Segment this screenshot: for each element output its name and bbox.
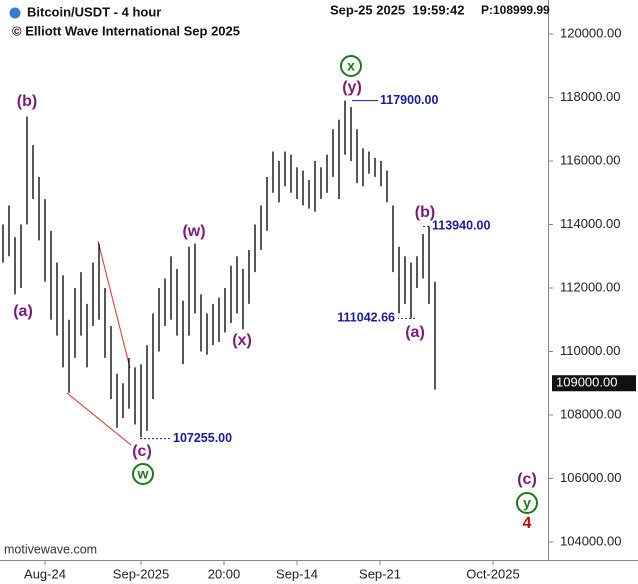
wave-circle [516, 492, 538, 514]
wave-label: (c) [517, 471, 537, 488]
x-tick-label: 20:00 [208, 566, 241, 581]
y-tick-label: 112000.00 [560, 279, 621, 294]
level-label: 111042.66 [337, 311, 395, 325]
wave-label: (w) [182, 223, 205, 240]
trend-line [97, 240, 131, 369]
wave-label: (y) [342, 79, 362, 96]
wave-label: y [523, 495, 531, 511]
y-tick-label: 104000.00 [560, 533, 621, 548]
timestamp: Sep-25 2025 19:59:42 [330, 2, 464, 17]
y-tick-label: 118000.00 [560, 89, 621, 104]
wave-label: (x) [232, 332, 252, 349]
y-tick-label: 116000.00 [560, 152, 621, 167]
trend-line [66, 392, 132, 446]
chart-title: Bitcoin/USDT - 4 hour [27, 4, 161, 19]
last-price-label: 109000.00 [556, 375, 617, 390]
level-label: 107255.00 [173, 431, 232, 445]
level-label: 117900.00 [380, 93, 438, 107]
x-tick-label: Sep-2025 [113, 566, 169, 581]
wave-label: x [347, 58, 355, 74]
wave-label: w [137, 466, 149, 482]
wave-circle [340, 55, 362, 77]
wave-label: (a) [405, 324, 425, 341]
y-tick-label: 106000.00 [560, 470, 621, 485]
y-tick-label: 120000.00 [560, 25, 621, 40]
y-tick-label: 114000.00 [560, 216, 621, 231]
x-tick-label: Sep-14 [276, 566, 318, 581]
y-tick-label: 110000.00 [560, 343, 621, 358]
wave-circle [132, 463, 154, 485]
symbol-dot [9, 7, 21, 19]
last-price-text: P:108999.99 [481, 3, 550, 17]
watermark: motivewave.com [4, 542, 97, 556]
wave-label: (a) [13, 303, 33, 320]
wave-label: (b) [415, 204, 435, 221]
y-tick-label: 108000.00 [560, 406, 621, 421]
wave-label: 4 [523, 515, 532, 532]
wave-label: (c) [132, 443, 152, 460]
x-tick-label: Sep-21 [359, 566, 401, 581]
wave-label: (b) [17, 93, 37, 110]
last-price-tag [552, 375, 636, 392]
chart-subtitle: © Elliott Wave International Sep 2025 [12, 23, 240, 38]
level-label: 113940.00 [432, 219, 490, 233]
x-tick-label: Aug-24 [24, 566, 66, 581]
x-tick-label: Oct-2025 [466, 566, 519, 581]
